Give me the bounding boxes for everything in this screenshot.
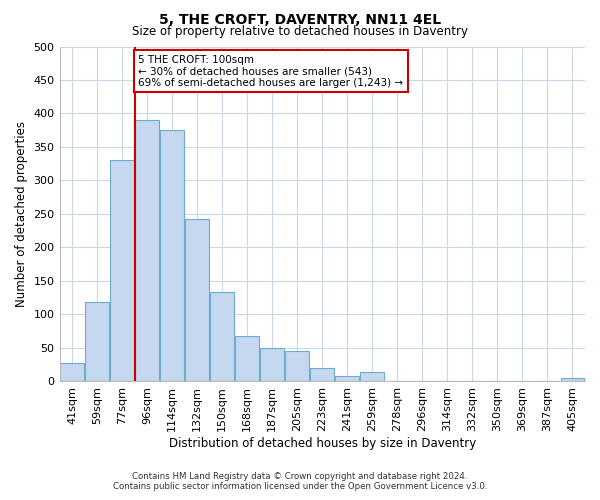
Bar: [260, 348, 284, 382]
Bar: [160, 130, 184, 382]
Bar: [560, 378, 584, 382]
Bar: [110, 160, 134, 382]
Bar: [185, 220, 209, 382]
Bar: [286, 350, 309, 382]
Bar: [60, 362, 84, 382]
Text: Contains HM Land Registry data © Crown copyright and database right 2024.
Contai: Contains HM Land Registry data © Crown c…: [113, 472, 487, 491]
Bar: [310, 368, 334, 382]
Text: 5, THE CROFT, DAVENTRY, NN11 4EL: 5, THE CROFT, DAVENTRY, NN11 4EL: [159, 12, 441, 26]
Bar: [335, 376, 359, 382]
X-axis label: Distribution of detached houses by size in Daventry: Distribution of detached houses by size …: [169, 437, 476, 450]
Bar: [85, 302, 109, 382]
Bar: [361, 372, 384, 382]
Text: Size of property relative to detached houses in Daventry: Size of property relative to detached ho…: [132, 25, 468, 38]
Y-axis label: Number of detached properties: Number of detached properties: [15, 121, 28, 307]
Bar: [235, 336, 259, 382]
Text: 5 THE CROFT: 100sqm
← 30% of detached houses are smaller (543)
69% of semi-detac: 5 THE CROFT: 100sqm ← 30% of detached ho…: [139, 54, 403, 88]
Bar: [135, 120, 159, 382]
Bar: [210, 292, 234, 382]
